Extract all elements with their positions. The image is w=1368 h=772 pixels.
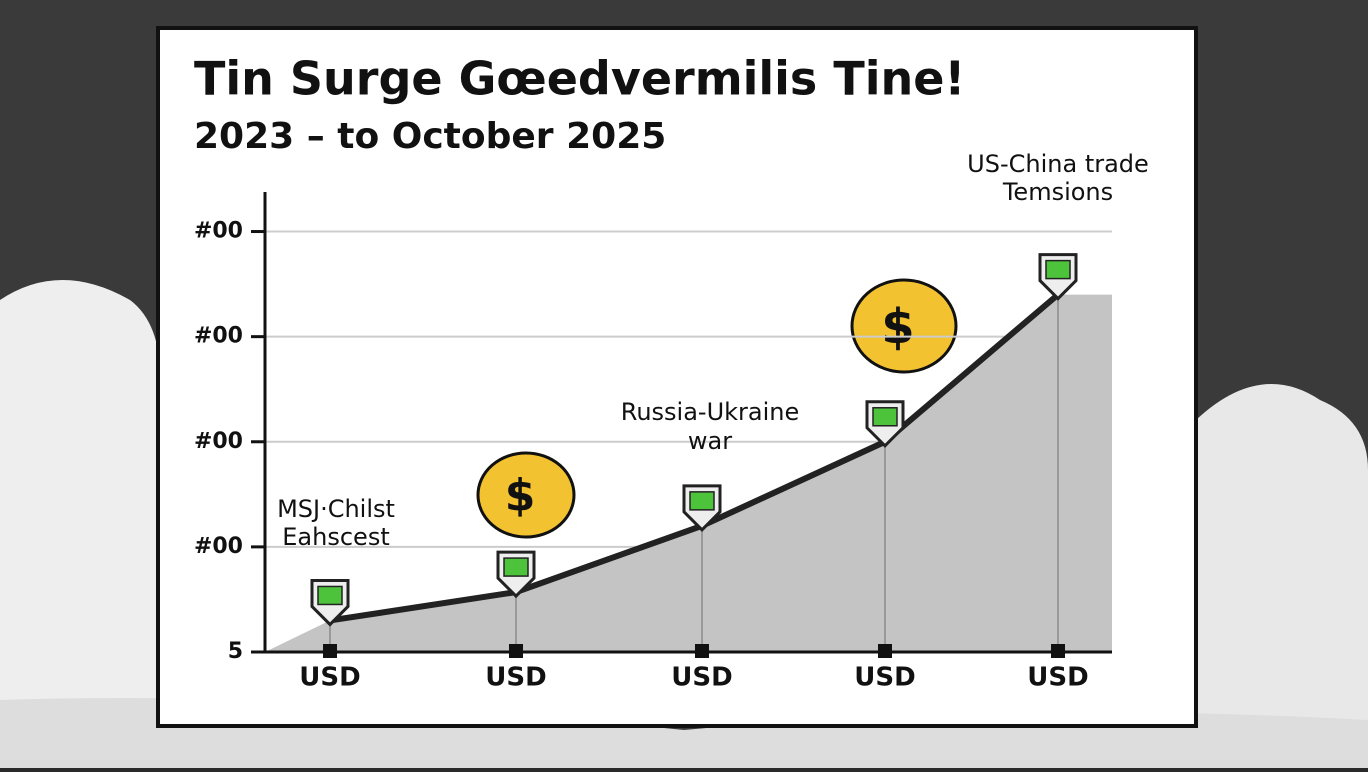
x-tick-label: USD [854,663,915,693]
x-tick-label: USD [485,663,546,693]
y-tick-label: #00 [194,324,243,349]
x-tick [509,644,523,658]
x-tick-label: USD [1027,663,1088,693]
annotation: US-China trade [967,150,1149,178]
annotation: Eahscest [282,523,389,551]
x-tick [1051,644,1065,658]
chart-subtitle: 2023 – to October 2025 [194,116,666,157]
area [265,294,1112,652]
marker-fill [872,407,898,427]
annotation: Russia-Ukraine [621,398,800,426]
annotation: war [688,427,732,455]
annotation: Temsions [1002,178,1113,206]
svg-text:$: $ [505,470,536,521]
y-tick-label: #00 [194,429,243,454]
cloud-left [0,280,161,768]
cloud-right [1196,384,1368,768]
y-tick-label: 5 [228,639,243,664]
x-tick-label: USD [671,663,732,693]
marker-fill [503,557,529,577]
x-tick [878,644,892,658]
x-tick-label: USD [299,663,360,693]
x-tick [695,644,709,658]
marker-fill [1045,259,1071,280]
chart-title: Tin Surge Gœedvermilis Tine! [194,52,965,106]
marker-fill [317,585,343,606]
y-tick-label: #00 [194,534,243,559]
y-tick-label: #00 [194,219,243,244]
x-tick [323,644,337,658]
coin: $ [850,278,958,374]
coin: $ [476,451,576,539]
svg-text:$: $ [881,299,914,355]
annotation: MSJ·Chilst [277,495,395,523]
marker-fill [689,491,715,511]
